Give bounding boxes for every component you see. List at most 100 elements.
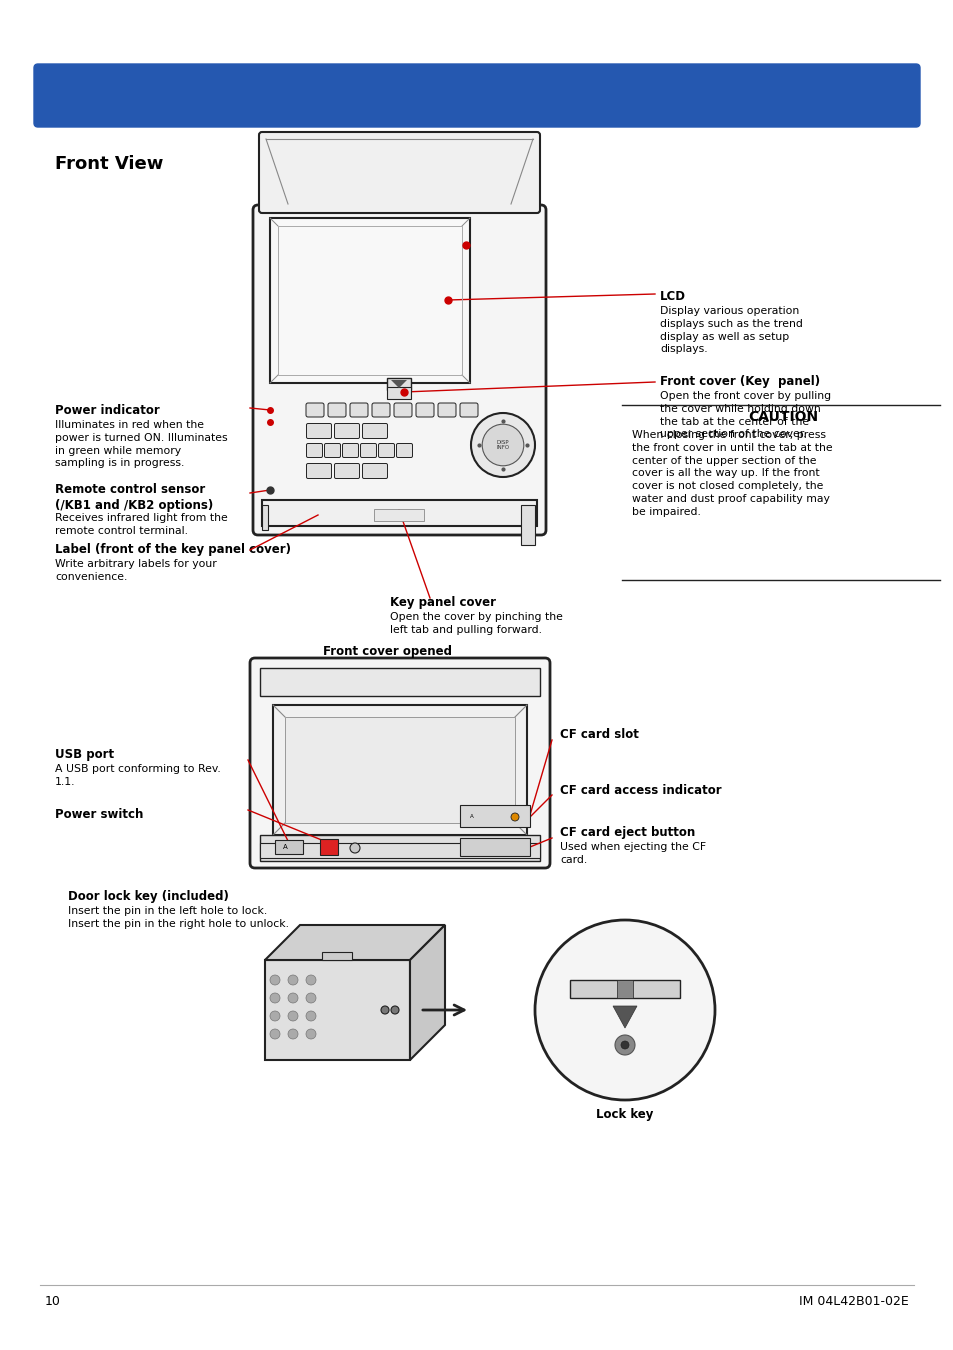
Circle shape xyxy=(306,975,315,985)
Text: Display various operation
displays such as the trend
display as well as setup
di: Display various operation displays such … xyxy=(659,306,802,355)
Text: A: A xyxy=(282,844,287,850)
Text: Illuminates in red when the
power is turned ON. Illuminates
in green while memor: Illuminates in red when the power is tur… xyxy=(55,420,228,468)
Bar xyxy=(569,980,679,998)
Bar xyxy=(262,500,537,526)
FancyBboxPatch shape xyxy=(306,444,322,458)
Polygon shape xyxy=(265,925,444,960)
Text: Names of Parts: Names of Parts xyxy=(62,72,312,100)
Circle shape xyxy=(535,919,714,1100)
Bar xyxy=(459,805,530,828)
Circle shape xyxy=(471,413,535,477)
Text: Receives infrared light from the
remote control terminal.: Receives infrared light from the remote … xyxy=(55,513,228,536)
Text: USB port: USB port xyxy=(55,748,114,761)
Bar xyxy=(277,225,461,375)
Bar xyxy=(459,838,530,856)
FancyBboxPatch shape xyxy=(328,404,346,417)
Bar xyxy=(387,378,411,390)
FancyBboxPatch shape xyxy=(342,444,358,458)
Text: A: A xyxy=(470,814,474,819)
Circle shape xyxy=(481,424,523,466)
FancyBboxPatch shape xyxy=(306,424,331,439)
Bar xyxy=(617,980,633,998)
Text: Front cover (Key  panel): Front cover (Key panel) xyxy=(659,375,820,387)
Bar xyxy=(260,668,539,697)
Text: Front View: Front View xyxy=(55,155,163,173)
FancyBboxPatch shape xyxy=(394,404,412,417)
Circle shape xyxy=(270,994,280,1003)
FancyBboxPatch shape xyxy=(416,404,434,417)
Text: Key panel cover: Key panel cover xyxy=(390,595,496,609)
Text: CF card access indicator: CF card access indicator xyxy=(559,784,720,796)
Text: Open the cover by pinching the
left tab and pulling forward.: Open the cover by pinching the left tab … xyxy=(390,612,562,634)
Bar xyxy=(374,509,423,521)
Circle shape xyxy=(615,1035,635,1054)
Circle shape xyxy=(288,1011,297,1021)
FancyBboxPatch shape xyxy=(335,463,359,478)
Polygon shape xyxy=(613,1006,637,1027)
FancyBboxPatch shape xyxy=(306,463,331,478)
Text: Open the front cover by pulling
the cover while holding down
the tab at the cent: Open the front cover by pulling the cove… xyxy=(659,392,830,439)
Bar xyxy=(285,717,515,824)
Circle shape xyxy=(270,1011,280,1021)
Circle shape xyxy=(391,1006,398,1014)
Circle shape xyxy=(380,1006,389,1014)
Polygon shape xyxy=(410,925,444,1060)
FancyBboxPatch shape xyxy=(378,444,395,458)
Circle shape xyxy=(306,1011,315,1021)
Bar xyxy=(387,387,411,400)
Text: LCD: LCD xyxy=(659,290,685,302)
FancyBboxPatch shape xyxy=(362,424,387,439)
Text: Write arbitrary labels for your
convenience.: Write arbitrary labels for your convenie… xyxy=(55,559,216,582)
Circle shape xyxy=(350,842,359,853)
FancyBboxPatch shape xyxy=(396,444,412,458)
Text: CAUTION: CAUTION xyxy=(747,410,818,424)
Bar xyxy=(260,836,539,861)
Bar xyxy=(273,705,526,836)
Text: CF card slot: CF card slot xyxy=(559,728,639,741)
FancyBboxPatch shape xyxy=(459,404,477,417)
Circle shape xyxy=(270,975,280,985)
FancyBboxPatch shape xyxy=(360,444,376,458)
FancyBboxPatch shape xyxy=(362,463,387,478)
Text: Remote control sensor
(/KB1 and /KB2 options): Remote control sensor (/KB1 and /KB2 opt… xyxy=(55,483,213,513)
Text: When closing the front cover, press
the front cover in until the tab at the
cent: When closing the front cover, press the … xyxy=(631,431,832,517)
Text: Door lock key (included): Door lock key (included) xyxy=(68,890,229,903)
FancyBboxPatch shape xyxy=(437,404,456,417)
Text: IM 04L42B01-02E: IM 04L42B01-02E xyxy=(799,1295,908,1308)
FancyBboxPatch shape xyxy=(306,404,324,417)
FancyBboxPatch shape xyxy=(34,63,919,127)
Bar xyxy=(322,952,352,960)
Text: Key panel opened: Key panel opened xyxy=(335,196,435,207)
Polygon shape xyxy=(265,960,410,1060)
FancyBboxPatch shape xyxy=(253,205,545,535)
Text: Lock key: Lock key xyxy=(596,1108,653,1120)
Circle shape xyxy=(288,1029,297,1040)
Text: 10: 10 xyxy=(45,1295,61,1308)
Circle shape xyxy=(620,1041,628,1049)
Text: CF card eject button: CF card eject button xyxy=(559,826,695,838)
FancyBboxPatch shape xyxy=(350,404,368,417)
Bar xyxy=(262,505,268,531)
Bar xyxy=(270,217,470,383)
Bar xyxy=(520,505,535,545)
Text: Power indicator: Power indicator xyxy=(55,404,159,417)
Text: Label (front of the key panel cover): Label (front of the key panel cover) xyxy=(55,543,291,556)
FancyBboxPatch shape xyxy=(335,424,359,439)
Text: A USB port conforming to Rev.
1.1.: A USB port conforming to Rev. 1.1. xyxy=(55,764,220,787)
Circle shape xyxy=(306,1029,315,1040)
Text: Power switch: Power switch xyxy=(55,809,143,821)
Circle shape xyxy=(306,994,315,1003)
Bar xyxy=(319,838,337,855)
Polygon shape xyxy=(391,379,407,387)
Bar xyxy=(260,842,539,859)
Circle shape xyxy=(270,1029,280,1040)
FancyBboxPatch shape xyxy=(324,444,340,458)
Text: Used when ejecting the CF
card.: Used when ejecting the CF card. xyxy=(559,842,705,865)
Circle shape xyxy=(288,994,297,1003)
FancyBboxPatch shape xyxy=(372,404,390,417)
Text: Front cover opened: Front cover opened xyxy=(323,645,452,657)
Bar xyxy=(274,840,303,855)
Circle shape xyxy=(288,975,297,985)
Circle shape xyxy=(511,813,518,821)
FancyBboxPatch shape xyxy=(250,657,550,868)
